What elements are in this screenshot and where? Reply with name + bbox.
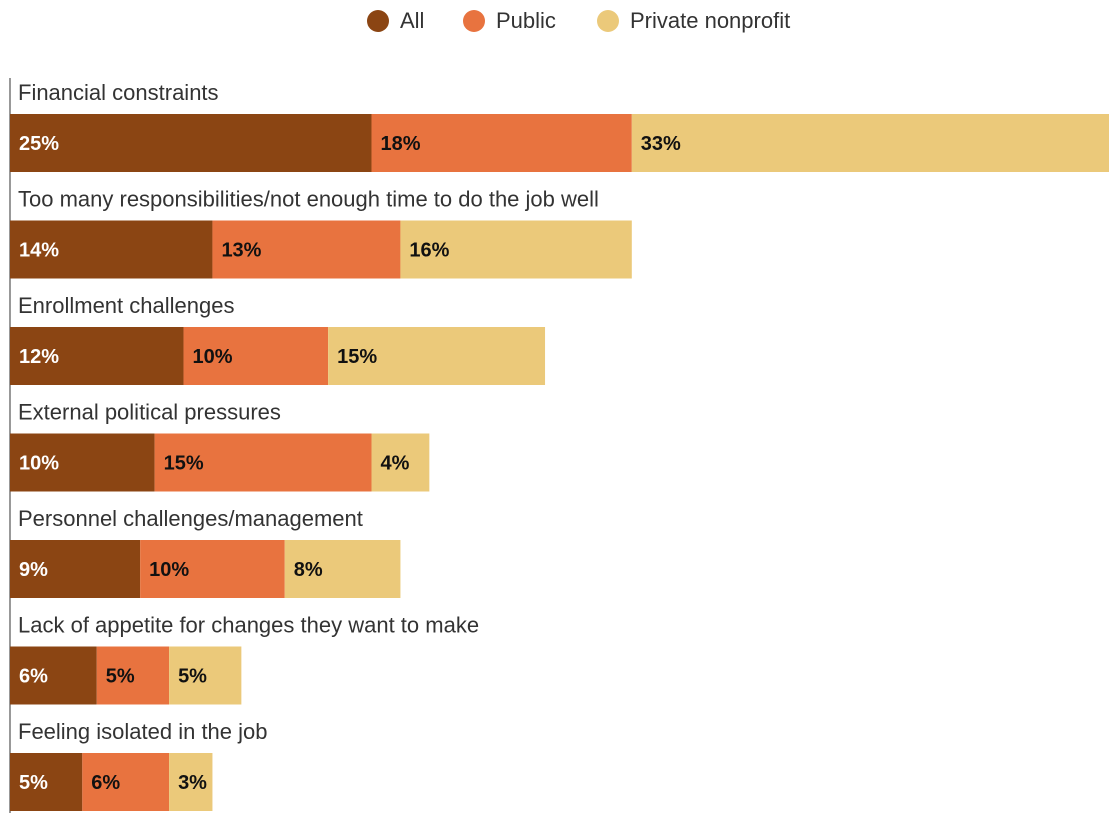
data-label-private-nonprofit: 33% <box>641 133 681 155</box>
bar-public <box>96 646 170 705</box>
bar-all <box>10 433 155 492</box>
legend-label-private-nonprofit: Private nonprofit <box>630 8 790 33</box>
bar-public <box>82 753 170 811</box>
category-label: External political pressures <box>18 400 281 425</box>
legend-swatch-public <box>463 10 485 32</box>
data-label-public: 10% <box>149 559 189 581</box>
bar-private-nonprofit <box>284 540 401 598</box>
data-label-all: 10% <box>19 453 59 475</box>
legend: All Public Private nonprofit <box>367 8 790 33</box>
bar-private-nonprofit <box>169 646 242 705</box>
category-label: Personnel challenges/management <box>18 506 363 531</box>
bar-all <box>10 646 97 705</box>
data-label-private-nonprofit: 15% <box>337 346 377 368</box>
data-label-all: 5% <box>19 772 48 794</box>
bar-public <box>183 327 329 385</box>
data-label-public: 10% <box>193 346 233 368</box>
data-label-private-nonprofit: 5% <box>178 666 207 688</box>
bar-all <box>10 327 184 385</box>
legend-swatch-private-nonprofit <box>597 10 619 32</box>
data-label-public: 15% <box>164 453 204 475</box>
bar-private-nonprofit <box>400 220 632 279</box>
bar-private-nonprofit <box>631 114 1109 172</box>
category-label: Lack of appetite for changes they want t… <box>18 613 479 638</box>
bar-all <box>10 114 372 172</box>
data-label-public: 18% <box>381 133 421 155</box>
data-label-public: 5% <box>106 666 135 688</box>
category-label: Enrollment challenges <box>18 293 234 318</box>
bar-public <box>371 114 632 172</box>
bar-private-nonprofit <box>371 433 430 492</box>
data-label-private-nonprofit: 3% <box>178 772 207 794</box>
legend-label-all: All <box>400 8 424 33</box>
data-label-all: 25% <box>19 133 59 155</box>
category-label: Financial constraints <box>18 80 219 105</box>
category-label: Feeling isolated in the job <box>18 719 268 744</box>
bar-public <box>212 220 401 279</box>
data-label-private-nonprofit: 4% <box>381 453 410 475</box>
data-label-all: 9% <box>19 559 48 581</box>
bar-all <box>10 220 213 279</box>
data-label-all: 12% <box>19 346 59 368</box>
data-label-all: 14% <box>19 240 59 262</box>
category-label: Too many responsibilities/not enough tim… <box>18 187 599 212</box>
bar-all <box>10 753 83 811</box>
bar-public <box>140 540 285 598</box>
legend-label-public: Public <box>496 8 556 33</box>
legend-swatch-all <box>367 10 389 32</box>
bar-private-nonprofit <box>328 327 546 385</box>
bar-all <box>10 540 141 598</box>
data-label-public: 13% <box>221 240 261 262</box>
bar-private-nonprofit <box>169 753 213 811</box>
data-label-all: 6% <box>19 666 48 688</box>
bar-public <box>154 433 372 492</box>
data-label-public: 6% <box>91 772 120 794</box>
data-label-private-nonprofit: 8% <box>294 559 323 581</box>
data-label-private-nonprofit: 16% <box>409 240 449 262</box>
